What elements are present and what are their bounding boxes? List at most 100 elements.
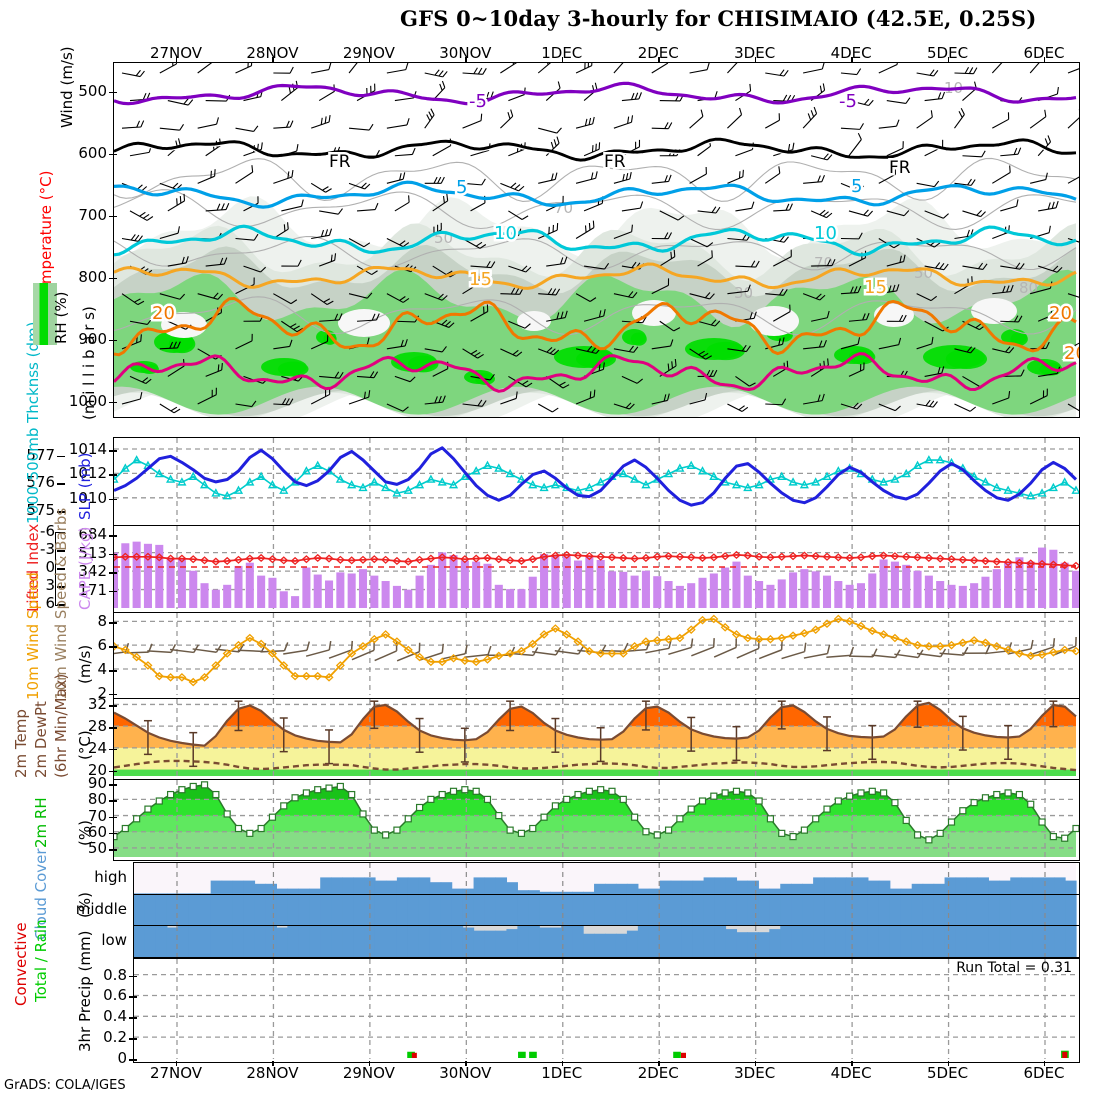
date-label-4dec: 4DEC: [830, 44, 872, 62]
axis-tick: [109, 770, 117, 773]
cape-li-panel: [113, 525, 1080, 613]
cape-ytick-171: 171: [78, 580, 107, 599]
svg-text:20: 20: [1064, 343, 1080, 364]
cloud-row-label-middle: middle: [75, 899, 127, 918]
thickness-axis-title: 1000-500mb Thcknss (dm): [24, 321, 42, 524]
thk-ytick-577: 577: [26, 445, 55, 464]
temp-ytick-32: 32: [87, 695, 107, 714]
date-tick: [272, 57, 274, 63]
precip-total-label: Total / Rain: [32, 919, 50, 1002]
axis-tick: [109, 449, 117, 452]
date-tick: [1044, 57, 1046, 63]
svg-text:15: 15: [864, 277, 887, 298]
slp-thickness-plot: [114, 438, 1079, 522]
thk-ytick-576: 576: [26, 473, 55, 492]
cloud-middle-panel: [133, 894, 1080, 926]
svg-text:10: 10: [494, 223, 517, 244]
svg-text:-5: -5: [839, 91, 857, 112]
axis-tick: [109, 693, 117, 696]
upper-ytick-800: 800: [78, 267, 107, 286]
upper-ytick-1000: 1000: [68, 391, 107, 410]
precip-ytick-0.2: 0.2: [103, 1028, 127, 1047]
cape-ytick-513: 513: [78, 543, 107, 562]
axis-tick: [129, 996, 137, 999]
axis-tick: [109, 553, 117, 556]
wind-ytick-2: 2: [97, 683, 107, 702]
axis-tick: [109, 705, 117, 708]
temp-ytick-24: 24: [87, 738, 107, 757]
date-label-30nov: 30NOV: [439, 1064, 492, 1082]
li-bracket: [55, 531, 62, 607]
wind-ytick-4: 4: [97, 659, 107, 678]
svg-text:20: 20: [1049, 303, 1072, 324]
axis-tick: [57, 604, 65, 606]
cloud-row-label-high: high: [94, 868, 127, 886]
svg-text:FR: FR: [329, 152, 351, 172]
svg-text:-5: -5: [469, 91, 487, 112]
date-label-30nov: 30NOV: [439, 44, 492, 62]
axis-tick: [109, 727, 117, 729]
upper-label-wind: Wind (m/s): [58, 46, 76, 128]
date-label-5dec: 5DEC: [927, 1064, 969, 1082]
svg-text:FR: FR: [604, 152, 626, 172]
rh2m-ytick-70: 70: [87, 806, 107, 825]
precip-ytick-0.8: 0.8: [103, 965, 127, 984]
upper-ytick-900: 900: [78, 329, 107, 348]
precip-axis-title: 3hr Precip (mm): [76, 930, 94, 1052]
cape-ytick-342: 342: [78, 562, 107, 581]
precip-plot: [134, 959, 1076, 1059]
temp-ytick-20: 20: [87, 760, 107, 779]
upper-ytick-700: 700: [78, 205, 107, 224]
temp-label: 2m Temp: [12, 709, 30, 778]
cloud-low-panel: [133, 925, 1080, 958]
date-label-27nov: 27NOV: [149, 1064, 203, 1082]
date-label-5dec: 5DEC: [927, 44, 969, 62]
rh2m-ytick-90: 90: [87, 774, 107, 793]
rh2m-units-label: (%): [76, 820, 94, 846]
cloud-high-panel: [133, 862, 1080, 895]
rh2m-ytick-80: 80: [87, 790, 107, 809]
wind10m-panel: [113, 612, 1080, 699]
axis-tick: [57, 455, 65, 458]
date-tick: [658, 57, 660, 63]
axis-tick: [109, 669, 117, 672]
date-tick: [658, 1061, 660, 1066]
date-label-3dec: 3DEC: [734, 44, 776, 62]
li-ytick--3: -3: [40, 539, 55, 558]
run-total-label: Run Total = 0.31: [956, 960, 1072, 976]
svg-text:-5: -5: [839, 91, 857, 112]
axis-tick: [109, 91, 117, 94]
precip-ytick-0.6: 0.6: [103, 986, 127, 1005]
axis-tick: [109, 816, 117, 819]
axis-tick: [57, 483, 65, 485]
rh-legend-label: RH (%): [52, 291, 70, 344]
page-title: GFS 0~10day 3-hourly for CHISIMAIO (42.5…: [400, 6, 1037, 31]
upper-yaxis-title: (m i l l i b a r s): [80, 306, 98, 420]
axis-tick: [57, 510, 65, 513]
date-label-1dec: 1DEC: [541, 44, 583, 62]
rh2m-ytick-60: 60: [87, 822, 107, 841]
dewpt-label: 2m DewPt: [32, 701, 50, 778]
svg-text:5: 5: [851, 176, 862, 197]
upper-ytick-600: 600: [78, 143, 107, 162]
rh2m-plot: [114, 780, 1079, 857]
svg-text:10: 10: [814, 223, 837, 244]
date-label-29nov: 29NOV: [342, 1064, 395, 1082]
wind10m-plot: [114, 613, 1079, 695]
date-label-3dec: 3DEC: [734, 1064, 776, 1082]
axis-tick: [129, 1038, 137, 1040]
date-tick: [272, 1061, 274, 1066]
precip-conv-label: Convective: [12, 922, 30, 1006]
rh2m-ytick-50: 50: [87, 838, 107, 857]
rh2m-label: 2m RH: [32, 797, 50, 848]
svg-text:20: 20: [152, 303, 175, 324]
slp-axis-title: SLP (mb): [76, 452, 94, 520]
upper-ytick-500: 500: [78, 81, 107, 100]
date-tick: [754, 57, 757, 63]
axis-tick: [109, 784, 117, 786]
date-label-27nov: 27NOV: [149, 44, 203, 62]
date-tick: [947, 1061, 949, 1066]
precip-ytick-0.4: 0.4: [103, 1007, 127, 1026]
axis-tick: [57, 549, 65, 552]
